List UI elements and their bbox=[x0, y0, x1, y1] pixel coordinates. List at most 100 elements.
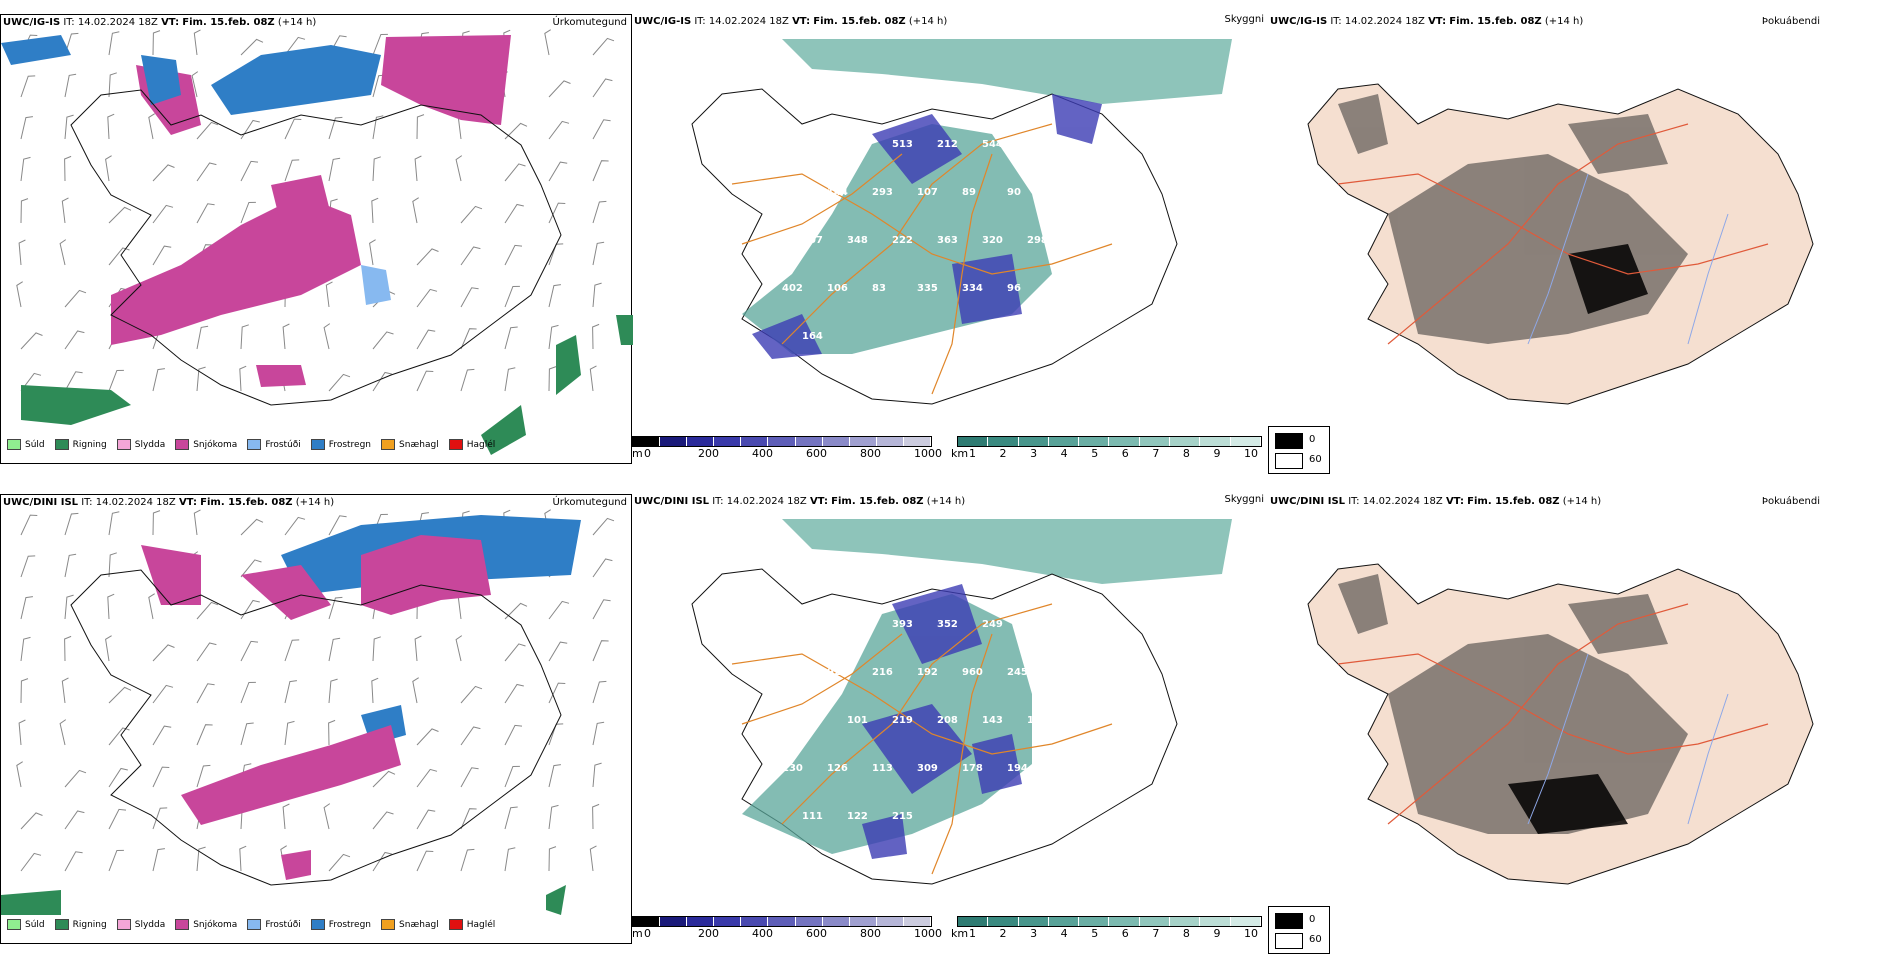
scale-tick-label: 3 bbox=[1030, 927, 1038, 940]
wind-barb bbox=[548, 641, 568, 662]
wind-barb bbox=[152, 725, 172, 746]
visibility-label: 270 bbox=[962, 91, 983, 102]
precip-legend: Súld Rigning Slydda Snjókoma Frostúði Frostre… bbox=[7, 439, 495, 450]
legend-item: Snæhagl bbox=[381, 439, 439, 450]
legend-label: Snjókoma bbox=[193, 439, 238, 450]
legend-item: Snjókoma bbox=[175, 919, 237, 930]
wind-barb bbox=[108, 369, 124, 392]
visibility-label: 363 bbox=[937, 235, 958, 246]
visibility-label: 127 bbox=[1027, 715, 1048, 726]
visibility-label: 101 bbox=[847, 715, 868, 726]
visibility-label: 108 bbox=[917, 571, 938, 582]
precip-type-map bbox=[1, 509, 615, 915]
scale-color-step bbox=[958, 917, 989, 926]
visibility-label: 393 bbox=[892, 619, 913, 630]
visibility-label: 922 bbox=[827, 667, 848, 678]
wind-barb bbox=[323, 803, 331, 830]
visibility-label: 352 bbox=[937, 619, 958, 630]
scale-tick-label: 2 bbox=[999, 927, 1007, 940]
panel-type-label: Skyggni bbox=[1224, 494, 1264, 505]
scale-tick-label: 800 bbox=[860, 927, 881, 940]
visibility-label: 215 bbox=[892, 811, 913, 822]
wind-barb bbox=[152, 807, 168, 830]
wind-barb bbox=[504, 643, 526, 662]
wind-barb bbox=[284, 159, 300, 182]
visibility-label: 242 bbox=[917, 91, 938, 102]
legend-label: Haglél bbox=[466, 439, 496, 450]
visibility-scale: km 1 2 3 4 5 6 7 8 9 10 bbox=[951, 916, 1262, 941]
wind-barb bbox=[455, 155, 463, 182]
legend-item: Haglél bbox=[448, 919, 495, 930]
visibility-label: 198 bbox=[962, 571, 983, 582]
visibility-label: 208 bbox=[937, 715, 958, 726]
scale-tick-label: 6 bbox=[1121, 927, 1129, 940]
wind-barb bbox=[284, 36, 306, 56]
snow-areas bbox=[111, 35, 511, 387]
wind-barb bbox=[64, 594, 74, 620]
scale-color-step bbox=[1200, 437, 1231, 446]
fog-map bbox=[1307, 563, 1814, 885]
scale-color-step bbox=[903, 917, 932, 926]
scale-color-step bbox=[768, 437, 796, 446]
height-scale: m 0 200 400 600 800 1000 bbox=[632, 916, 942, 941]
scale-tick-label: 600 bbox=[806, 447, 827, 460]
legend-swatch bbox=[247, 439, 262, 450]
visibility-label: 960 bbox=[962, 667, 983, 678]
iceland-coastline bbox=[70, 89, 562, 406]
visibility-label: 270 bbox=[782, 571, 803, 582]
wind-barb bbox=[372, 636, 381, 662]
wind-barb bbox=[460, 767, 479, 788]
visibility-panel-bottom: UWC/DINI ISL IT: 14.02.2024 18Z VT: Fim.… bbox=[632, 494, 1268, 944]
wind-barb bbox=[460, 368, 475, 392]
wind-barb bbox=[64, 851, 83, 872]
scale-color-step bbox=[741, 437, 769, 446]
wind-barb bbox=[325, 281, 333, 308]
visibility-label: 107 bbox=[802, 235, 823, 246]
wind-barb bbox=[548, 324, 559, 350]
wind-barb bbox=[416, 809, 436, 830]
scale-tick-label: 4 bbox=[1060, 927, 1068, 940]
wind-barb bbox=[372, 156, 381, 182]
scale-color-step bbox=[1079, 437, 1110, 446]
scale-tick-label: 0 bbox=[644, 447, 651, 460]
scale-color-step bbox=[714, 917, 742, 926]
fog-panel-bottom: UWC/DINI ISL IT: 14.02.2024 18Z VT: Fim.… bbox=[1268, 494, 1900, 954]
wind-barb bbox=[64, 114, 74, 140]
scale-tick-label: 1000 bbox=[914, 927, 942, 940]
wind-barb bbox=[18, 239, 26, 266]
visibility-labels: 270 162 164 108 198 197 258 606 393 352 249 277 295 9… bbox=[782, 571, 1048, 822]
wind-barb bbox=[548, 600, 570, 620]
scale-color-step bbox=[1018, 437, 1049, 446]
wind-barb bbox=[460, 205, 483, 224]
wind-barb bbox=[64, 73, 77, 98]
scale-color-step bbox=[687, 917, 715, 926]
legend-item: Frostregn bbox=[310, 919, 371, 930]
fog-dense bbox=[1568, 244, 1648, 314]
legend-item: Slydda bbox=[116, 919, 165, 930]
wind-barb bbox=[240, 119, 260, 140]
freezing-drizzle-area bbox=[361, 265, 391, 305]
visibility-label: 448 bbox=[1007, 91, 1028, 102]
wind-barb bbox=[64, 553, 77, 578]
wind-barb bbox=[592, 558, 613, 578]
rivers bbox=[1527, 173, 1729, 345]
visibility-label: 90 bbox=[1007, 187, 1021, 198]
wind-barb bbox=[108, 686, 132, 704]
wind-barb bbox=[20, 198, 29, 224]
wind-barb bbox=[328, 596, 343, 620]
wind-barb bbox=[64, 155, 72, 182]
wind-barb bbox=[504, 724, 523, 746]
scale-color-step bbox=[876, 917, 904, 926]
wind-barb bbox=[108, 808, 127, 830]
panel-title: UWC/DINI ISL IT: 14.02.2024 18Z VT: Fim.… bbox=[3, 497, 335, 508]
visibility-label: 295 bbox=[782, 667, 803, 678]
wind-barb bbox=[592, 640, 609, 662]
scale-tick-label: 5 bbox=[1091, 927, 1099, 940]
wind-barb bbox=[108, 552, 117, 578]
visibility-label: 643 bbox=[1027, 139, 1048, 150]
wind-barb bbox=[416, 288, 438, 308]
wind-barb bbox=[416, 248, 439, 266]
wind-barb bbox=[504, 285, 520, 308]
scale-color-step bbox=[714, 437, 742, 446]
wind-barb bbox=[328, 678, 338, 704]
